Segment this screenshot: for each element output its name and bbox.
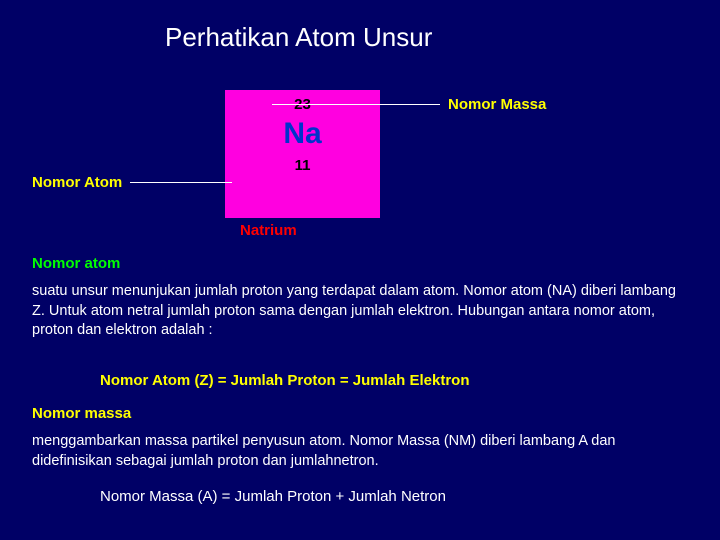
element-symbol: Na (283, 117, 321, 151)
label-nomor-atom: Nomor Atom (32, 174, 122, 191)
atomic-number: 11 (295, 157, 311, 174)
section1-formula: Nomor Atom (Z) = Jumlah Proton = Jumlah … (100, 372, 470, 389)
section1-text: suatu unsur menunjukan jumlah proton yan… (32, 282, 688, 341)
section2-text: menggambarkan massa partikel penyusun at… (32, 432, 688, 471)
element-box: 23 Na 11 (225, 90, 380, 218)
element-name: Natrium (240, 222, 297, 239)
connector-line-massa (272, 104, 440, 105)
section1-heading: Nomor atom (32, 255, 120, 272)
section2-heading: Nomor massa (32, 405, 131, 422)
connector-line-atom (130, 182, 232, 183)
section2-formula: Nomor Massa (A) = Jumlah Proton + Jumlah… (100, 488, 446, 505)
slide-title: Perhatikan Atom Unsur (165, 22, 432, 53)
label-nomor-massa: Nomor Massa (448, 96, 546, 113)
